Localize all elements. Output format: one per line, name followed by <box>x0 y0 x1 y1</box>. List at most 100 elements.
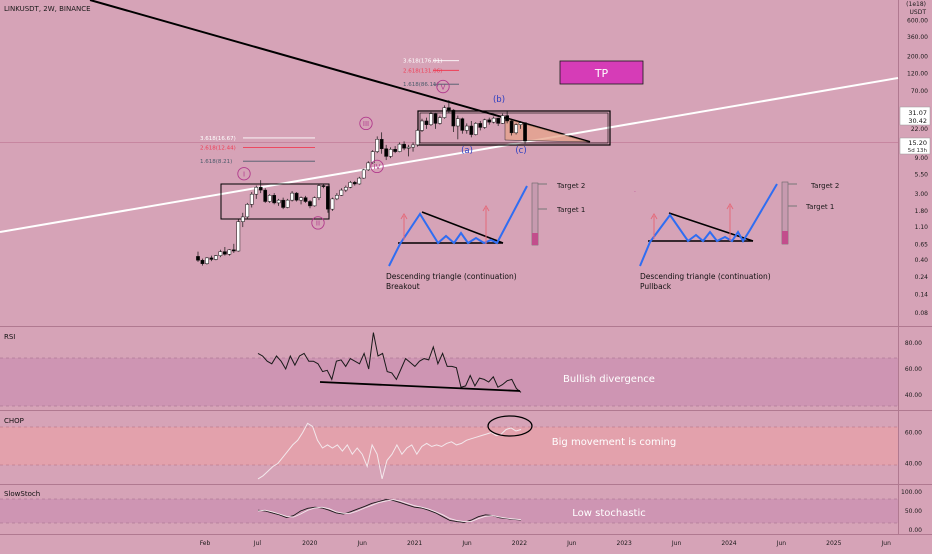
candle-body <box>478 123 483 128</box>
candle-body <box>433 113 438 124</box>
wave-label: I <box>243 171 245 179</box>
fib-level-label: 2.618(12.44) <box>200 146 236 152</box>
candle-body <box>411 144 415 148</box>
candle-body <box>231 249 236 252</box>
candle-body <box>326 186 330 210</box>
fib-level-label: 2.618(131.06) <box>403 68 442 74</box>
rsi-divergence-line[interactable] <box>319 381 521 392</box>
indicator-tick-label: 100.00 <box>901 489 922 496</box>
candle-body <box>451 109 456 127</box>
candle-body <box>442 107 447 118</box>
candle-body <box>312 197 317 207</box>
price-tick-label: 3.00 <box>915 191 929 198</box>
price-tag-box <box>899 106 931 126</box>
candle-body <box>482 119 487 128</box>
diagram-pullback[interactable] <box>639 181 797 267</box>
candle-body <box>388 149 393 157</box>
price-tick-label: 5.50 <box>915 171 929 178</box>
last-price-countdown: 5d 13h <box>908 148 928 154</box>
fib-level-label: 1.618(8.21) <box>200 159 232 165</box>
ascending-trendline[interactable] <box>0 77 899 233</box>
time-tick-label: Jun <box>357 540 368 547</box>
candle-body <box>223 251 227 255</box>
abc-wave-label: (b) <box>493 95 505 105</box>
price-tag-high: 31.07 <box>908 109 927 117</box>
stoch-band <box>0 499 898 523</box>
chop-annotation: Big movement is coming <box>552 437 676 448</box>
candle-body <box>366 162 371 171</box>
wave-label: III <box>363 120 369 128</box>
candle-body <box>496 117 501 124</box>
candle-body <box>509 120 514 134</box>
symbol-label: LINKUSDT, 2W, BINANCE <box>4 5 91 13</box>
candle-body <box>447 107 451 111</box>
chop-line <box>257 422 522 480</box>
price-axis[interactable]: 600.00360.00200.00120.0070.0040.0022.001… <box>907 18 928 318</box>
candle-body <box>384 148 389 157</box>
candle-body <box>464 125 469 131</box>
candle-body <box>303 197 308 202</box>
last-price-value: 15.20 <box>908 139 927 147</box>
candle-body <box>317 185 321 198</box>
time-tick-label: Jun <box>776 540 787 547</box>
candle-body <box>406 146 411 149</box>
candle-body <box>505 115 509 122</box>
time-axis[interactable]: Feb Jul 2020 Jun 2021 Jun 2022 Jun 2023 Jun 2024 Ju… <box>200 540 891 547</box>
time-tick-label: 2020 <box>302 540 317 547</box>
candle-body <box>343 187 348 191</box>
candle-body <box>429 113 433 125</box>
indicator-tick-label: 60.00 <box>905 430 922 437</box>
candle-body <box>285 199 290 208</box>
price-tick-label: 9.00 <box>915 155 929 162</box>
time-tick-label: 2025 <box>826 540 841 547</box>
price-tick-label: 1.80 <box>915 208 929 215</box>
price-tick-label: 0.24 <box>915 274 929 281</box>
triangle-box-inner <box>419 112 609 144</box>
stoch-axis: 100.00 50.00 0.00 <box>901 489 922 534</box>
candle-body <box>424 120 429 125</box>
candle-body <box>375 139 380 152</box>
fib-levels: 3.618(16.67) 2.618(12.44) 1.618(8.21) 3.618… <box>200 59 459 165</box>
candle-body <box>491 117 496 123</box>
diagram-breakout[interactable] <box>388 182 547 267</box>
candle-body <box>370 151 375 164</box>
candle-body <box>438 117 442 124</box>
price-tick-label: 120.00 <box>907 70 928 77</box>
rsi-band <box>0 358 898 406</box>
candle-body <box>393 149 397 152</box>
fib-level-label: 1.618(86.11) <box>403 82 439 88</box>
diagram1-target1-label: Target 1 <box>556 206 585 214</box>
price-tick-label: 600.00 <box>907 18 928 25</box>
wave-label-circle <box>370 159 384 174</box>
candle-body <box>294 192 299 201</box>
price-tag-low: 30.42 <box>908 117 927 125</box>
candle-body <box>200 259 205 264</box>
triangle-box[interactable] <box>417 110 611 146</box>
rsi-axis: 80.00 60.00 40.00 <box>905 340 922 399</box>
indicator-tick-label: 50.00 <box>905 508 922 515</box>
chop-highlight-ellipse[interactable] <box>487 415 533 437</box>
diagram2-title: Descending triangle (continuation) <box>640 272 771 281</box>
price-tick-label: 360.00 <box>907 34 928 41</box>
candle-body <box>281 199 285 208</box>
rsi-annotation: Bullish divergence <box>563 374 655 385</box>
time-tick-label: 2021 <box>407 540 422 547</box>
time-tick-label: Jun <box>461 540 472 547</box>
candle-body <box>245 204 250 218</box>
wave-label-circle <box>359 116 373 131</box>
time-tick-label: Jun <box>671 540 682 547</box>
candle-body <box>335 195 339 200</box>
price-tick-label: 22.00 <box>911 126 928 133</box>
candle-body <box>469 125 474 135</box>
tp-box[interactable] <box>559 60 644 85</box>
candle-body <box>218 251 223 256</box>
candle-body <box>196 256 200 261</box>
candle-body <box>339 189 344 196</box>
candles <box>196 100 527 266</box>
time-tick-label: Jul <box>253 540 262 547</box>
time-tick-label: Jun <box>881 540 892 547</box>
candle-body <box>227 249 232 255</box>
